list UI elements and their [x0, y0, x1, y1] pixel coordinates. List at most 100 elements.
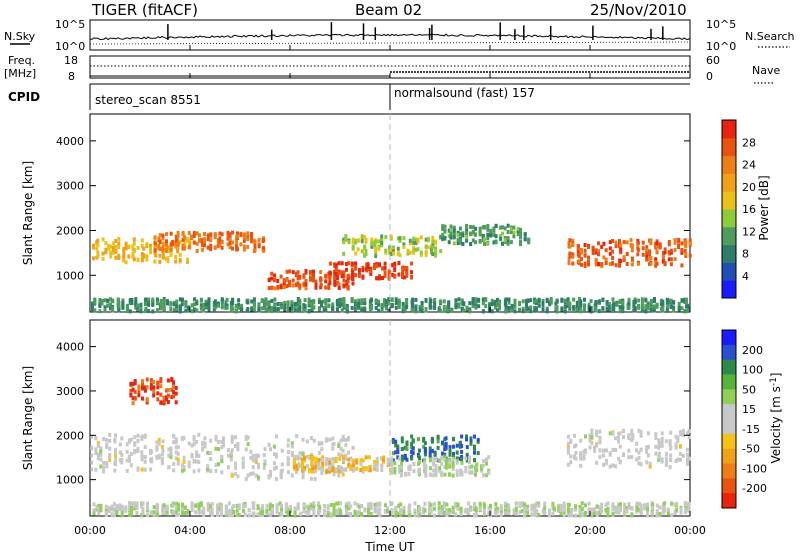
power-cell	[216, 237, 220, 242]
velocity-swatch	[722, 344, 736, 361]
velocity-cell	[574, 504, 578, 509]
velocity-cell	[355, 460, 359, 465]
power-cell	[633, 300, 637, 305]
velocity-cell	[424, 466, 428, 470]
velocity-cell	[436, 436, 440, 441]
velocity-cell	[423, 449, 427, 454]
velocity-cell	[224, 511, 228, 515]
velocity-cell	[347, 457, 351, 462]
power-cell	[370, 237, 374, 242]
power-cell	[250, 236, 254, 241]
power-cell	[416, 247, 420, 252]
velocity-cell	[118, 507, 122, 512]
velocity-cell	[128, 506, 132, 511]
velocity-cell	[566, 447, 570, 452]
power-cell	[420, 300, 424, 305]
power-cell	[354, 264, 358, 269]
velocity-tick: 100	[742, 364, 763, 377]
velocity-cell	[469, 436, 473, 441]
power-cell	[459, 238, 462, 243]
velocity-cell	[170, 378, 174, 382]
velocity-cell	[295, 463, 299, 468]
power-cell	[600, 262, 604, 266]
power-cell	[513, 304, 517, 309]
velocity-cell	[320, 447, 324, 452]
power-cell	[240, 307, 244, 312]
velocity-cell	[243, 503, 247, 508]
power-cell	[481, 297, 485, 302]
velocity-cell	[344, 438, 348, 442]
velocity-cell	[146, 508, 149, 513]
power-swatch	[722, 209, 736, 228]
velocity-cell	[230, 448, 234, 453]
velocity-cell	[590, 441, 594, 445]
power-cell	[264, 302, 268, 307]
power-cell	[549, 297, 553, 301]
power-cell	[483, 237, 487, 242]
velocity-cell	[254, 453, 258, 458]
power-cell	[578, 297, 581, 301]
velocity-cell	[96, 456, 100, 461]
freq-label: Freq.	[8, 54, 35, 67]
velocity-swatch	[722, 433, 736, 450]
velocity-cell	[455, 456, 459, 461]
power-cell	[408, 241, 412, 246]
velocity-cell	[176, 452, 180, 456]
power-cell	[161, 248, 165, 253]
power-cell	[526, 306, 530, 311]
power-cell	[412, 240, 416, 245]
power-cell	[684, 309, 688, 313]
velocity-cell	[679, 444, 682, 449]
power-cell	[636, 261, 640, 266]
power-cell	[112, 241, 116, 246]
power-cell	[677, 245, 681, 249]
velocity-cell	[155, 455, 159, 460]
power-cell	[121, 304, 125, 309]
velocity-cell	[152, 389, 156, 394]
velocity-cell	[681, 428, 685, 433]
velocity-cell	[351, 463, 355, 468]
power-cell	[387, 301, 391, 306]
velocity-cell	[611, 504, 615, 509]
power-cell	[260, 306, 264, 311]
velocity-cell	[150, 457, 154, 461]
velocity-cell	[455, 473, 459, 477]
velocity-cell	[125, 458, 129, 463]
velocity-cell	[444, 458, 448, 463]
power-cell	[583, 264, 587, 268]
velocity-tick: -200	[742, 482, 767, 495]
power-cell	[345, 282, 349, 287]
velocity-cell	[637, 450, 641, 455]
power-cell	[242, 238, 246, 243]
power-cell	[503, 226, 507, 231]
power-cell	[644, 309, 648, 314]
power-cell	[309, 272, 312, 277]
velocity-cell	[359, 462, 363, 467]
power-cell	[302, 281, 306, 286]
velocity-tick: -50	[742, 443, 760, 456]
power-cell	[235, 243, 239, 248]
power-cell	[459, 231, 462, 236]
velocity-cell	[143, 385, 147, 390]
power-cell	[580, 257, 583, 262]
power-cell	[188, 241, 192, 246]
power-cell	[98, 298, 102, 302]
power-cell	[327, 286, 331, 291]
power-cell	[198, 237, 201, 242]
power-cell	[533, 308, 536, 313]
velocity-cell	[465, 437, 468, 442]
velocity-cell	[141, 379, 144, 384]
velocity-cell	[579, 438, 583, 443]
velocity-cell	[468, 465, 472, 470]
velocity-cell	[290, 453, 294, 458]
velocity-cell	[380, 468, 384, 472]
velocity-cell	[242, 502, 246, 507]
velocity-y-axis-label: Slant Range [km]	[21, 366, 35, 470]
velocity-cell	[537, 513, 541, 518]
velocity-cell	[162, 507, 166, 512]
power-cell	[655, 244, 659, 249]
power-cell	[426, 245, 430, 250]
power-cell	[286, 304, 290, 309]
velocity-cell	[393, 461, 397, 466]
velocity-cell	[108, 452, 112, 457]
